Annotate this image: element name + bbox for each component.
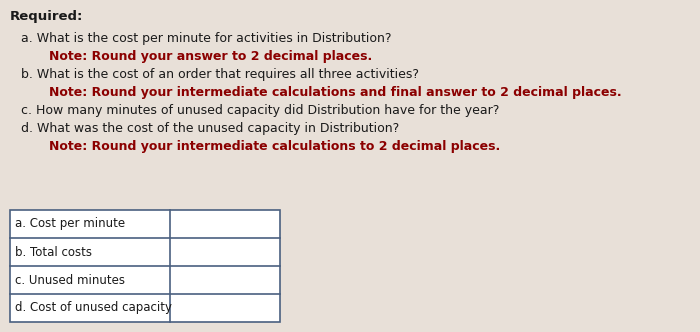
- Text: c. How many minutes of unused capacity did Distribution have for the year?: c. How many minutes of unused capacity d…: [21, 104, 499, 117]
- Text: b. What is the cost of an order that requires all three activities?: b. What is the cost of an order that req…: [21, 68, 419, 81]
- Text: a. What is the cost per minute for activities in Distribution?: a. What is the cost per minute for activ…: [21, 32, 391, 45]
- Text: Note: Round your intermediate calculations to 2 decimal places.: Note: Round your intermediate calculatio…: [49, 140, 500, 153]
- Text: b. Total costs: b. Total costs: [15, 245, 92, 259]
- Text: Note: Round your intermediate calculations and final answer to 2 decimal places.: Note: Round your intermediate calculatio…: [49, 86, 622, 99]
- Text: d. Cost of unused capacity: d. Cost of unused capacity: [15, 301, 172, 314]
- Bar: [10, 210, 280, 322]
- Text: Required:: Required:: [10, 10, 83, 23]
- Text: a. Cost per minute: a. Cost per minute: [15, 217, 125, 230]
- Text: c. Unused minutes: c. Unused minutes: [15, 274, 125, 287]
- Text: d. What was the cost of the unused capacity in Distribution?: d. What was the cost of the unused capac…: [21, 122, 399, 135]
- Text: Note: Round your answer to 2 decimal places.: Note: Round your answer to 2 decimal pla…: [49, 50, 372, 63]
- Bar: [10, 210, 280, 322]
